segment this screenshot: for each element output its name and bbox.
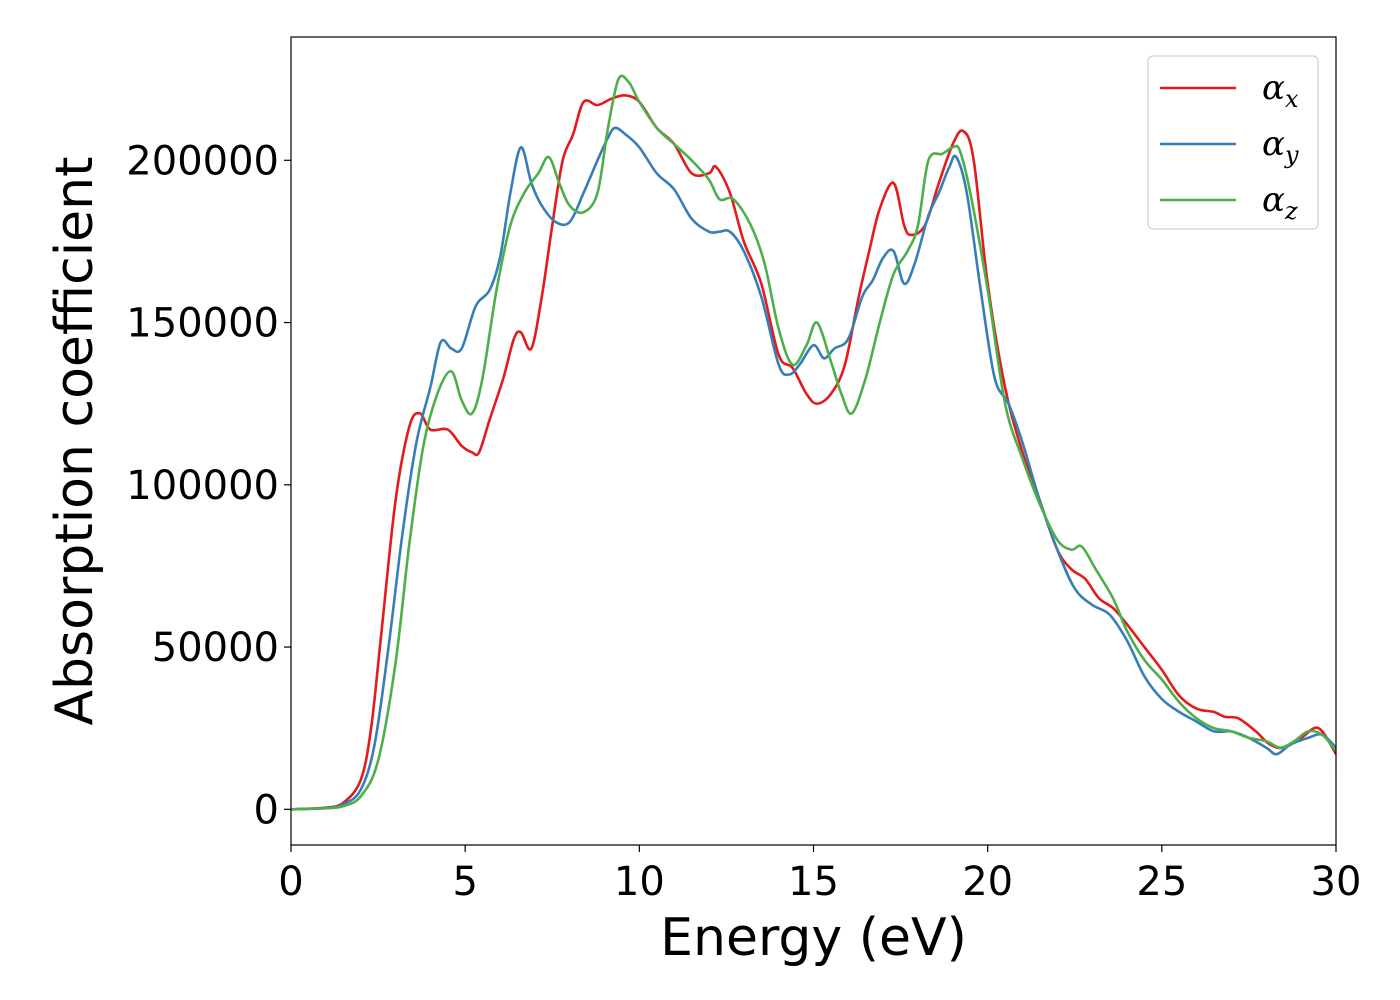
- x-tick-label: 20: [962, 859, 1013, 905]
- legend-symbol: α: [1262, 180, 1285, 220]
- legend-symbol: α: [1262, 68, 1285, 108]
- x-tick-label: 10: [614, 859, 665, 905]
- x-axis-label: Energy (eV): [660, 908, 967, 968]
- series-line-y: [291, 126, 1336, 811]
- y-tick-label: 100000: [126, 463, 279, 509]
- legend-subscript: x: [1285, 85, 1299, 113]
- plot-frame: [290, 36, 1337, 846]
- y-axis-label: Absorption coefficient: [45, 156, 105, 725]
- y-tick-label: 200000: [126, 138, 279, 184]
- legend-subscript: z: [1284, 197, 1298, 225]
- series-line-x: [291, 94, 1336, 811]
- legend-subscript: y: [1284, 141, 1299, 169]
- legend-label-x: αx: [1262, 68, 1299, 113]
- legend-box: [1147, 55, 1319, 230]
- x-tick-label: 0: [278, 859, 303, 905]
- x-tick-label: 5: [452, 859, 477, 905]
- y-tick-label: 0: [254, 787, 279, 833]
- legend-label-z: αz: [1262, 180, 1298, 225]
- series-lines: [291, 74, 1336, 811]
- legend-label-y: αy: [1262, 124, 1299, 169]
- x-tick-label: 30: [1311, 859, 1362, 905]
- y-tick-label: 50000: [152, 625, 279, 671]
- legend-symbol: α: [1262, 124, 1285, 164]
- x-axis-ticks: 0 5 10 15 20 25 30: [278, 845, 1361, 905]
- series-line-z: [291, 74, 1336, 811]
- x-tick-label: 25: [1136, 859, 1187, 905]
- y-tick-label: 150000: [126, 301, 279, 347]
- y-axis-ticks: 0 50000 100000 150000 200000: [126, 138, 291, 833]
- x-tick-label: 15: [788, 859, 839, 905]
